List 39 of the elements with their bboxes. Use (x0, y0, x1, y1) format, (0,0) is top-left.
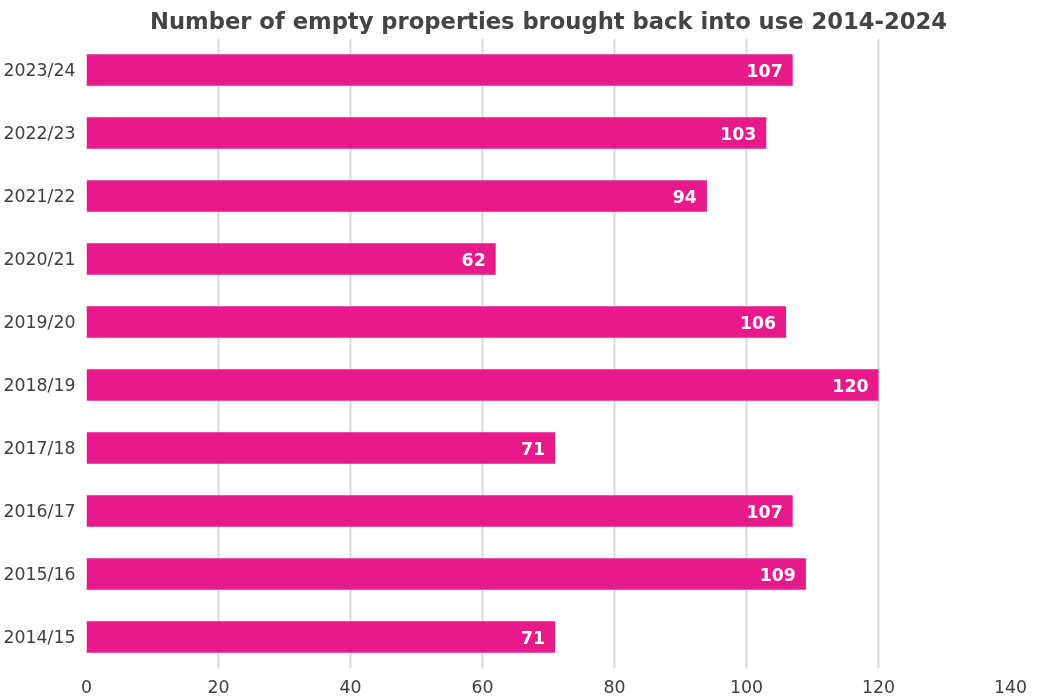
y-tick-label: 2019/20 (3, 312, 76, 332)
bar (86, 306, 787, 338)
data-label: 106 (739, 312, 777, 333)
x-tick-label: 20 (207, 676, 230, 697)
data-label: 71 (520, 438, 546, 459)
y-tick-label: 2020/21 (3, 249, 76, 269)
bar (86, 54, 793, 86)
x-tick-label: 120 (861, 676, 896, 697)
bar (86, 117, 767, 149)
data-label: 71 (520, 627, 546, 648)
data-label: 120 (832, 375, 869, 396)
y-tick-label: 2021/22 (3, 186, 76, 206)
y-tick-label: 2015/16 (3, 564, 76, 584)
bar (86, 558, 806, 590)
bar (86, 495, 793, 527)
y-tick-label: 2017/18 (3, 438, 76, 458)
x-tick-label: 0 (80, 676, 93, 697)
y-tick-label: 2014/15 (3, 627, 76, 647)
bar (86, 369, 879, 401)
data-label: 103 (720, 123, 757, 144)
y-tick-label: 2023/24 (3, 60, 76, 80)
bar (86, 432, 556, 464)
bar (86, 243, 496, 275)
bar (86, 621, 556, 653)
data-label: 107 (746, 60, 783, 81)
data-label: 109 (759, 564, 796, 585)
x-tick-label: 140 (993, 676, 1028, 697)
data-label: 107 (746, 501, 783, 522)
y-tick-label: 2016/17 (3, 501, 76, 521)
y-tick-label: 2018/19 (3, 375, 76, 395)
x-tick-label: 40 (339, 676, 362, 697)
y-tick-label: 2022/23 (3, 123, 76, 143)
x-tick-label: 60 (471, 676, 494, 697)
bar (86, 180, 707, 212)
x-tick-label: 80 (603, 676, 626, 697)
data-label: 94 (672, 186, 697, 207)
chart-title: Number of empty properties brought back into use 2014-2024 (150, 7, 948, 34)
x-tick-label: 100 (729, 676, 764, 697)
data-label: 62 (461, 249, 486, 270)
